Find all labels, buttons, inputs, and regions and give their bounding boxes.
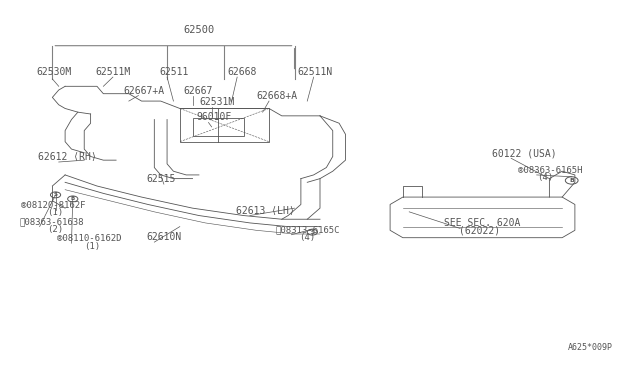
Text: S: S — [54, 192, 58, 198]
Text: 62511: 62511 — [159, 67, 189, 77]
Text: 62500: 62500 — [183, 25, 214, 35]
Text: ®08120-8162F: ®08120-8162F — [20, 201, 85, 210]
Text: (1): (1) — [84, 241, 100, 251]
Text: (1): (1) — [47, 208, 63, 217]
Text: 62511N: 62511N — [298, 67, 333, 77]
Text: Ⓜ08363-61638: Ⓜ08363-61638 — [19, 218, 84, 227]
Text: (2): (2) — [47, 225, 63, 234]
Text: SEE SEC. 620A: SEE SEC. 620A — [444, 218, 520, 228]
Text: Ⓜ08313-6165C: Ⓜ08313-6165C — [275, 226, 340, 235]
Text: S: S — [310, 230, 314, 235]
Text: (4): (4) — [537, 173, 553, 182]
Text: 62610N: 62610N — [147, 232, 182, 242]
Text: ®08110-6162D: ®08110-6162D — [58, 234, 122, 243]
Text: 62531M: 62531M — [199, 97, 234, 107]
Text: A625*009P: A625*009P — [568, 343, 613, 352]
Text: 62667: 62667 — [183, 86, 212, 96]
Text: 62613 ⟨LH⟩: 62613 ⟨LH⟩ — [236, 206, 294, 215]
Text: B: B — [70, 196, 75, 201]
Text: ®08363-6165H: ®08363-6165H — [518, 166, 582, 175]
Text: 60122 (USA): 60122 (USA) — [492, 148, 557, 158]
Text: 96010F: 96010F — [196, 112, 232, 122]
Text: 62667+A: 62667+A — [124, 86, 165, 96]
Text: 62612 ⟨RH⟩: 62612 ⟨RH⟩ — [38, 152, 97, 162]
Text: (4): (4) — [299, 233, 315, 242]
Text: 62668: 62668 — [228, 67, 257, 77]
Text: 62511M: 62511M — [96, 67, 131, 77]
Text: 62515: 62515 — [147, 174, 176, 184]
Text: (62022): (62022) — [459, 226, 500, 236]
Text: 62530M: 62530M — [36, 67, 72, 77]
Text: 62668+A: 62668+A — [256, 91, 298, 101]
Text: B: B — [569, 178, 574, 183]
